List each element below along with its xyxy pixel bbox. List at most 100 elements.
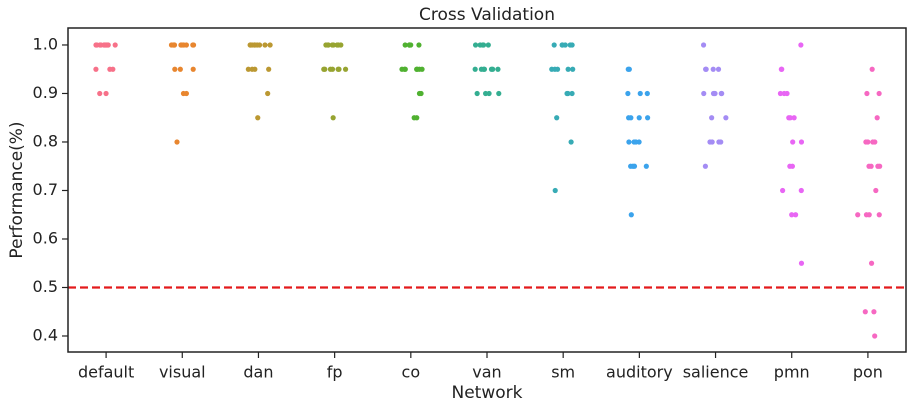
point [477,42,483,48]
x-tick-label: auditory [606,363,673,382]
point [554,115,560,121]
point [709,139,715,145]
point [872,139,878,145]
point [793,212,799,218]
x-tick-label: dan [243,363,273,382]
point [866,212,872,218]
point [868,163,874,169]
point [482,90,489,97]
point [633,139,639,145]
x-tick-label: co [402,363,421,382]
point [177,66,183,72]
x-tick-label: sm [551,363,575,382]
point [93,42,99,48]
point [864,90,870,97]
point [265,90,271,97]
point [416,90,423,97]
point [474,90,480,97]
x-tick-label: salience [683,363,749,382]
point [190,42,197,48]
point [700,42,707,48]
x-tick-label: visual [159,363,206,382]
point [791,115,797,121]
point [174,139,180,145]
y-tick-label: 0.5 [33,277,58,296]
point [411,115,417,121]
point [877,163,883,169]
point [568,139,574,145]
point [631,163,638,169]
point [798,42,804,48]
point [625,90,631,97]
point [798,139,805,145]
point [190,66,196,72]
point [107,66,113,72]
point [98,42,104,48]
point [626,115,632,121]
point [778,66,784,72]
point [869,66,875,72]
point [330,115,336,121]
y-axis-label: Performance(%) [7,121,27,258]
x-tick-label: pon [853,363,883,382]
point [112,42,118,48]
point [335,66,341,72]
point [97,90,103,97]
point [876,212,882,218]
point [551,42,557,48]
point [862,309,868,315]
point [798,187,804,194]
y-tick-label: 0.4 [33,325,58,344]
point [626,66,632,72]
x-tick-label: default [78,363,134,382]
point [569,90,575,97]
point [252,42,258,48]
point [256,42,263,48]
point [703,66,709,72]
point [481,66,487,72]
point [406,42,412,48]
point [490,66,496,72]
point [247,42,253,48]
point [183,90,189,97]
point [567,42,573,48]
point [172,66,178,72]
point [342,66,349,72]
point [262,42,268,48]
point [249,66,255,72]
point [709,115,715,121]
point [321,66,327,72]
point [784,90,790,97]
point [777,90,784,97]
point [702,163,708,169]
point [628,163,634,169]
point [855,212,861,218]
point [419,66,425,72]
point [628,212,634,218]
y-tick-label: 0.7 [33,180,58,199]
point [787,163,793,169]
point [711,90,717,97]
point [644,90,650,97]
point [330,42,337,48]
point [789,212,795,218]
point [335,42,341,48]
point [552,187,558,194]
point [105,42,111,48]
x-axis-label: Network [452,383,523,403]
point [873,187,879,194]
point [266,66,272,72]
point [798,260,805,266]
point [626,139,632,145]
point [564,90,570,97]
point [790,139,796,145]
y-tick-label: 0.8 [33,131,58,150]
point [876,90,882,97]
point [715,66,722,72]
point [565,66,571,72]
point [643,163,649,169]
point [716,139,722,145]
point [645,115,651,121]
plot-frame [67,27,907,353]
